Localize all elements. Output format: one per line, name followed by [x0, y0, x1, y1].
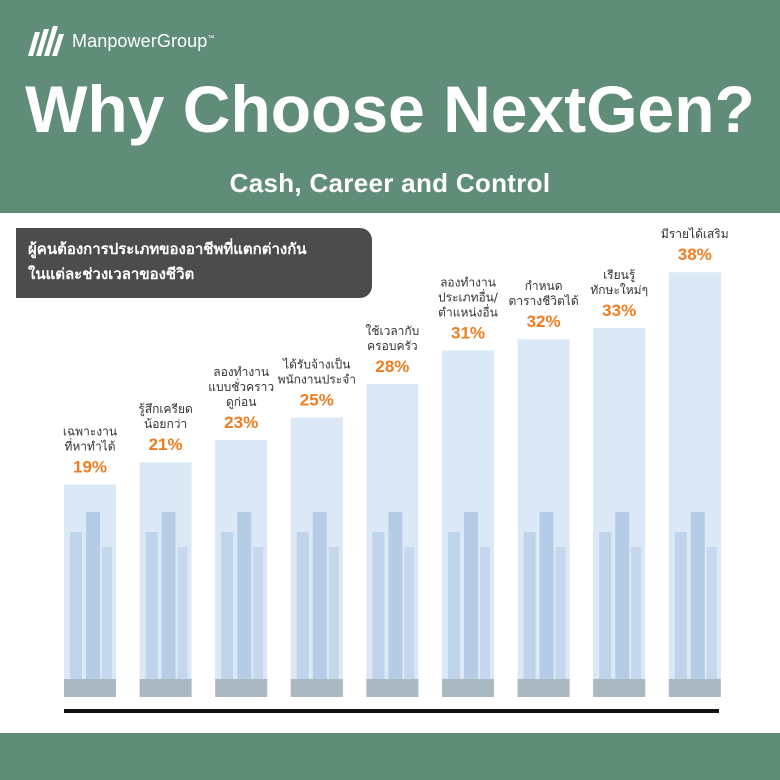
- bar-building: [86, 512, 100, 697]
- bar-building: [555, 547, 566, 697]
- bar-value-label: 38%: [678, 245, 712, 264]
- bar-building: [523, 532, 536, 697]
- bar-building: [177, 547, 188, 697]
- chart-subtitle-line-2: ในแต่ละช่วงเวลาของชีวิต: [28, 265, 195, 283]
- bar-category-label: ที่หาทำได้: [64, 438, 115, 454]
- bar-ground: [139, 679, 192, 697]
- brand-name: ManpowerGroup™: [72, 30, 215, 51]
- bar-building: [237, 512, 252, 697]
- bar-ground: [215, 679, 268, 697]
- bar-category-label: ประเภทอื่น/: [438, 288, 499, 304]
- bar-ground: [517, 679, 570, 697]
- bar-category-label: รู้สึกเครียด: [138, 402, 192, 417]
- bar-building: [615, 512, 630, 697]
- chart-baseline: [64, 709, 719, 713]
- bar-category-label: ทักษะใหม่ๆ: [590, 283, 648, 297]
- chart-subtitle-line-1: ผู้คนต้องการประเภทของอาชีพที่แตกต่างกัน: [28, 240, 307, 258]
- bar-building: [674, 532, 687, 697]
- bar-ground: [64, 679, 116, 697]
- bar-category-label: ได้รับจ้างเป็น: [282, 357, 350, 372]
- bar-value-label: 32%: [527, 312, 561, 331]
- bar-category-label: ตำแหน่งอื่น: [438, 303, 498, 319]
- bar-ground: [366, 679, 419, 697]
- bar-ground: [442, 679, 494, 697]
- bar-category-label: กำหนด: [525, 279, 563, 293]
- bar-category-label: มีรายได้เสริม: [661, 227, 729, 241]
- bar-building: [221, 532, 234, 697]
- bar-building: [70, 532, 82, 697]
- bar-building: [102, 547, 112, 697]
- footer-banner: [0, 733, 780, 780]
- bar-category-label: ครอบครัว: [367, 339, 418, 353]
- bar-value-label: 23%: [224, 413, 258, 432]
- bar-category-label: ตารางชีวิตได้: [509, 294, 579, 308]
- bar-value-label: 31%: [451, 323, 485, 342]
- bar-building: [539, 512, 554, 697]
- bar-value-label: 33%: [602, 301, 636, 320]
- bar-value-label: 19%: [73, 458, 107, 477]
- page-subtitle: Cash, Career and Control: [229, 168, 551, 198]
- bar-building: [296, 532, 309, 697]
- bar-building: [690, 512, 705, 697]
- bar-category-label: พนักงานประจำ: [278, 373, 356, 387]
- bar-building: [145, 532, 158, 697]
- bar-ground: [593, 679, 646, 697]
- bar-building: [599, 532, 612, 697]
- bar-category-label: เฉพาะงาน: [63, 425, 117, 439]
- bar-building: [328, 547, 339, 697]
- bar-category-label: ดูก่อน: [226, 395, 256, 410]
- manpower-logo-icon: [28, 26, 64, 56]
- bar-value-label: 25%: [300, 391, 334, 410]
- bar-category-label: เรียนรู้: [603, 268, 636, 283]
- bar-ground: [290, 679, 343, 697]
- bar-building: [706, 547, 717, 697]
- bar-building: [253, 547, 264, 697]
- bar-category-label: ลองทำงาน: [213, 365, 269, 379]
- page-title: Why Choose NextGen?: [25, 72, 755, 146]
- manpowergroup-logo: ManpowerGroup™: [26, 24, 214, 58]
- bar-category-label: ลองทำงาน: [440, 275, 496, 289]
- header-banner: ManpowerGroup™ Why Choose NextGen? Cash,…: [0, 0, 780, 213]
- bar-value-label: 21%: [149, 435, 183, 454]
- bar-ground: [668, 679, 721, 697]
- bar-building: [448, 532, 460, 697]
- bar-category-label: ใช้เวลากับ: [365, 324, 419, 338]
- bar-building: [388, 512, 403, 697]
- bar-building: [312, 512, 327, 697]
- bar-category-label: น้อยกว่า: [144, 417, 187, 431]
- bar-building: [631, 547, 642, 697]
- bar-building: [161, 512, 176, 697]
- bar-building: [372, 532, 385, 697]
- bar-category-label: แบบชั่วคราว: [208, 378, 274, 394]
- bar-building: [404, 547, 415, 697]
- bar-value-label: 28%: [375, 357, 409, 376]
- bar-building: [480, 547, 490, 697]
- chart-subtitle-box: ผู้คนต้องการประเภทของอาชีพที่แตกต่างกัน …: [16, 228, 372, 298]
- bar-building: [464, 512, 478, 697]
